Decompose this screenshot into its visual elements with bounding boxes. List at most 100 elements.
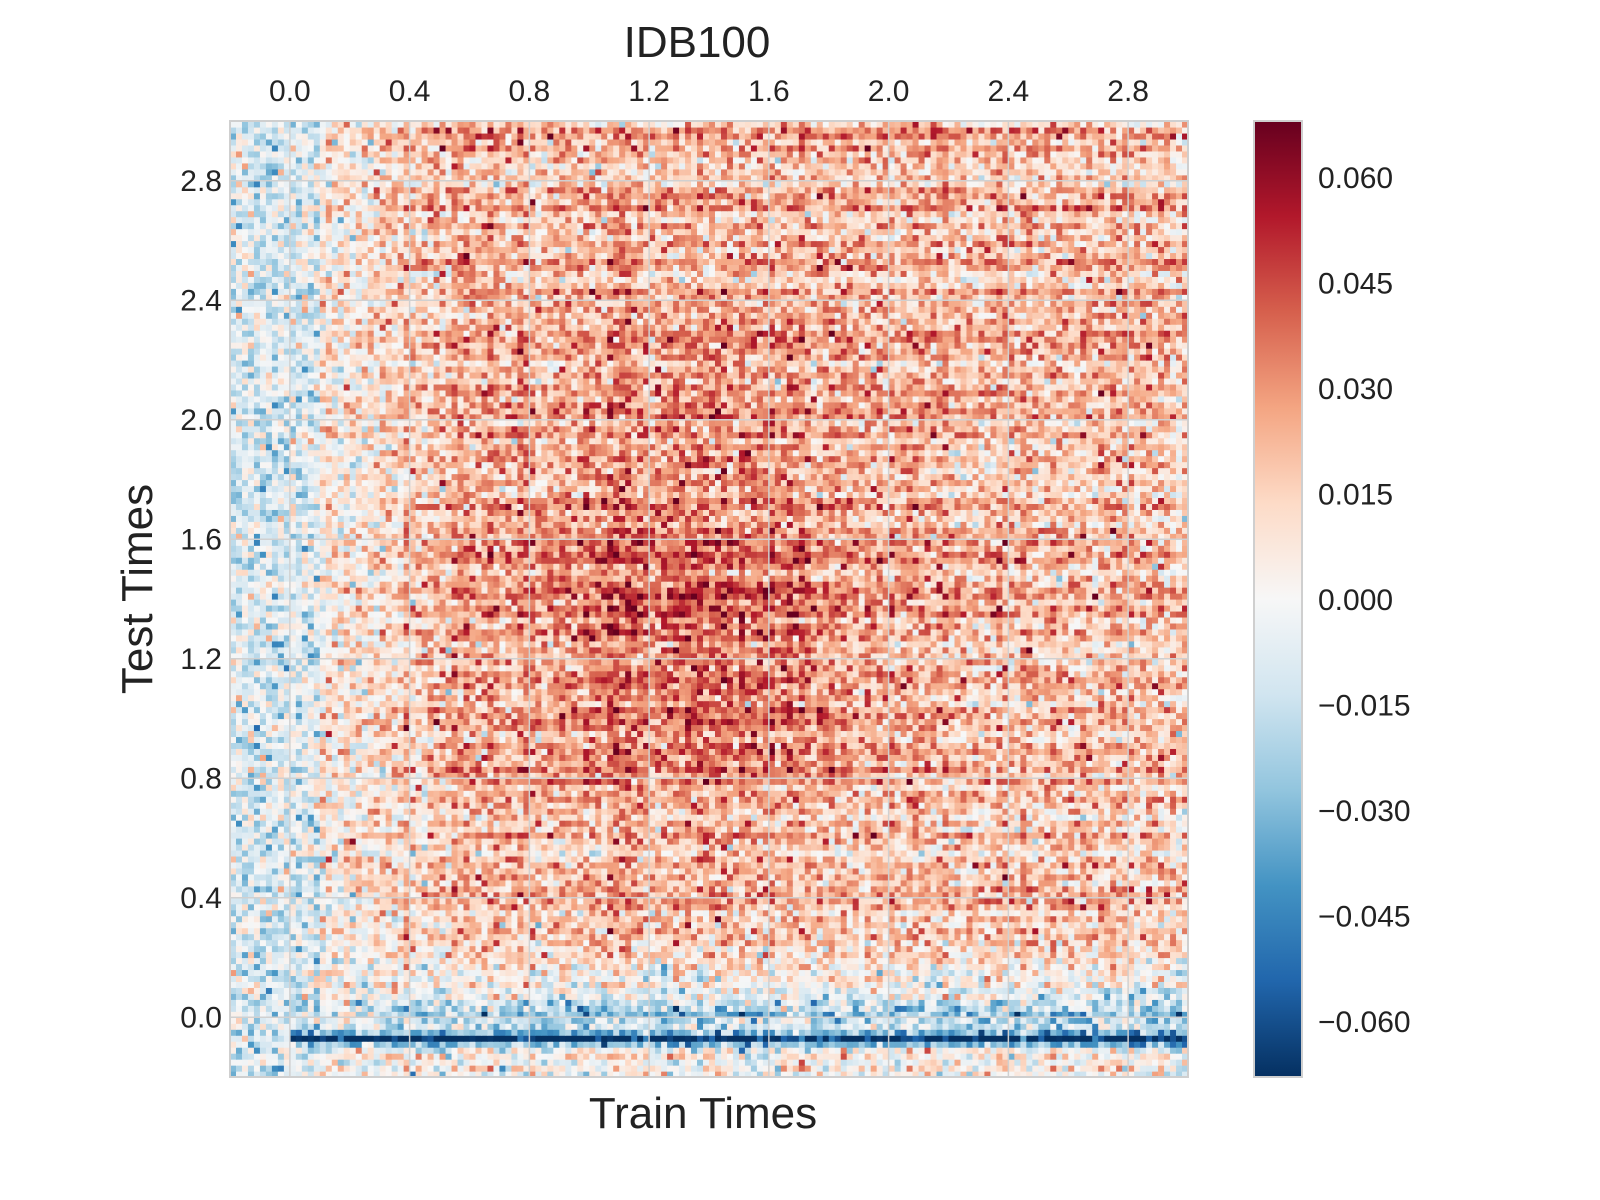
heatmap-cell: [529, 963, 536, 971]
heatmap-cell: [786, 903, 794, 911]
heatmap-cell: [1044, 891, 1051, 899]
heatmap-cell: [367, 1005, 375, 1012]
heatmap-cell: [870, 975, 878, 982]
heatmap-cell: [319, 1065, 327, 1072]
heatmap-cell: [1068, 951, 1075, 959]
heatmap-cell: [1026, 1023, 1033, 1030]
heatmap-cell: [247, 909, 255, 917]
heatmap-cell: [637, 1041, 644, 1048]
heatmap-cell: [691, 981, 698, 988]
heatmap-cell: [756, 975, 764, 982]
heatmap-cell: [822, 1041, 830, 1048]
heatmap-cell: [499, 927, 507, 935]
heatmap-cell: [1050, 1071, 1057, 1078]
heatmap-cell: [529, 1059, 536, 1066]
heatmap-cell: [810, 969, 818, 977]
heatmap-cell: [331, 945, 339, 953]
heatmap-cell: [367, 945, 375, 953]
heatmap-cell: [661, 891, 668, 899]
heatmap-cell: [547, 1041, 554, 1048]
heatmap-cell: [810, 1035, 818, 1042]
heatmap-cell: [954, 909, 962, 917]
heatmap-cell: [703, 981, 710, 988]
heatmap-cell: [283, 1059, 291, 1066]
heatmap-cell: [685, 1059, 692, 1066]
heatmap-cell: [1128, 1035, 1135, 1042]
heatmap-cell: [1116, 939, 1123, 947]
heatmap-cell: [954, 1011, 962, 1018]
heatmap-cell: [259, 903, 267, 911]
heatmap-cell: [487, 1065, 495, 1072]
heatmap-cell: [774, 1005, 782, 1012]
heatmap-cell: [720, 921, 728, 929]
heatmap-cell: [1014, 921, 1021, 929]
heatmap-cell: [673, 927, 680, 935]
heatmap-cell: [367, 1023, 375, 1030]
heatmap-cell: [948, 939, 956, 947]
heatmap-cell: [852, 915, 860, 923]
heatmap-cell: [667, 999, 674, 1006]
heatmap-cell: [277, 897, 285, 905]
heatmap-cell: [744, 1071, 752, 1078]
heatmap-cell: [1164, 957, 1171, 965]
heatmap-cell: [457, 1041, 465, 1048]
heatmap-cell: [235, 915, 243, 923]
heatmap-cell: [253, 1011, 261, 1018]
heatmap-cell: [421, 999, 429, 1006]
heatmap-cell: [637, 993, 644, 1000]
heatmap-cell: [1086, 975, 1093, 982]
heatmap-cell: [858, 933, 866, 941]
heatmap-cell: [595, 897, 602, 905]
heatmap-cell: [697, 909, 704, 917]
heatmap-cell: [379, 987, 387, 994]
heatmap-cell: [960, 915, 968, 923]
heatmap-cell: [1176, 945, 1183, 953]
heatmap-cell: [553, 891, 560, 899]
heatmap-cell: [511, 963, 518, 971]
heatmap-cell: [391, 921, 399, 929]
heatmap-cell: [822, 999, 830, 1006]
heatmap-cell: [343, 939, 351, 947]
heatmap-cell: [738, 945, 746, 953]
heatmap-cell: [1134, 1035, 1141, 1042]
heatmap-cell: [511, 1035, 518, 1042]
heatmap-cell: [601, 903, 608, 911]
heatmap-cell: [726, 1035, 734, 1042]
heatmap-cell: [529, 993, 536, 1000]
heatmap-cell: [882, 1029, 890, 1036]
heatmap-cell: [858, 1047, 866, 1054]
heatmap-cell: [379, 903, 387, 911]
heatmap-cell: [942, 897, 950, 905]
heatmap-cell: [319, 1035, 327, 1042]
heatmap-cell: [1002, 1047, 1009, 1054]
heatmap-cell: [1020, 963, 1027, 971]
heatmap-cell: [1080, 1011, 1087, 1018]
heatmap-cell: [810, 1053, 818, 1060]
heatmap-cell: [1164, 897, 1171, 905]
heatmap-cell: [912, 933, 920, 941]
heatmap-cell: [990, 1065, 997, 1072]
heatmap-cell: [529, 933, 536, 941]
heatmap-cell: [804, 1005, 812, 1012]
heatmap-cell: [1038, 1059, 1045, 1066]
heatmap-cell: [732, 933, 740, 941]
heatmap-cell: [912, 975, 920, 982]
heatmap-cell: [1098, 969, 1105, 977]
heatmap-cell: [583, 981, 590, 988]
heatmap-cell: [1032, 963, 1039, 971]
heatmap-cell: [942, 1047, 950, 1054]
heatmap-cell: [780, 969, 788, 977]
heatmap-cell: [756, 915, 764, 923]
heatmap-cell: [732, 1017, 740, 1024]
heatmap-cell: [679, 1035, 686, 1042]
heatmap-cell: [445, 1005, 453, 1012]
heatmap-cell: [631, 897, 638, 905]
heatmap-cell: [649, 915, 656, 923]
heatmap-cell: [954, 1065, 962, 1072]
heatmap-cell: [1128, 1023, 1135, 1030]
heatmap-cell: [571, 927, 578, 935]
heatmap-cell: [619, 945, 626, 953]
heatmap-cell: [1170, 993, 1177, 1000]
heatmap-cell: [637, 975, 644, 982]
heatmap-cell: [481, 921, 489, 929]
